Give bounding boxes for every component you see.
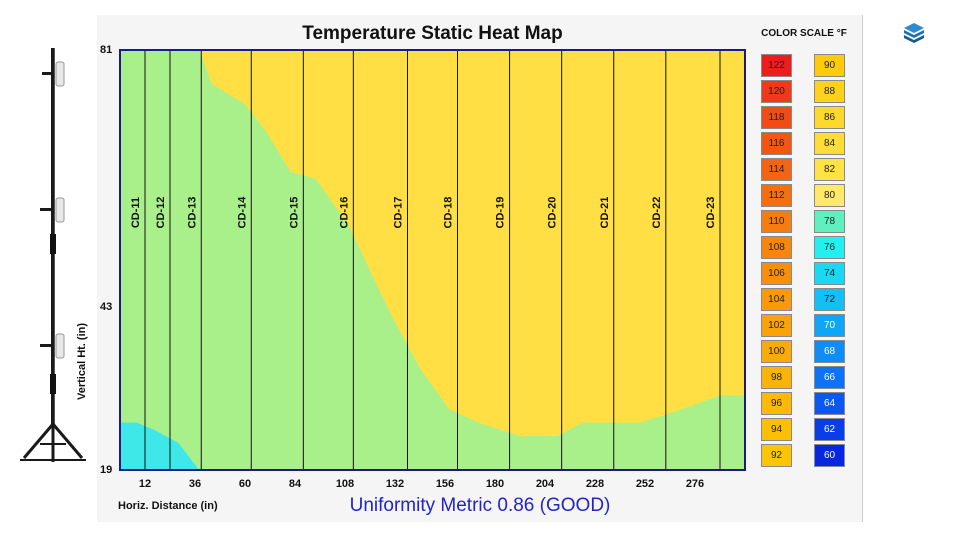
color-scale-swatch: 116 bbox=[761, 132, 792, 155]
uniformity-metric: Uniformity Metric 0.86 (GOOD) bbox=[349, 495, 611, 516]
sensor-label: CD-21 bbox=[599, 197, 611, 229]
brand-logo-icon bbox=[904, 23, 924, 43]
color-scale-swatch: 110 bbox=[761, 210, 792, 233]
x-tick-label: 84 bbox=[288, 478, 302, 490]
sensor-label: CD-18 bbox=[443, 197, 455, 229]
color-scale-swatch: 68 bbox=[814, 340, 845, 363]
sensor-label: CD-22 bbox=[651, 197, 663, 229]
color-scale-swatch: 62 bbox=[814, 418, 845, 441]
color-scale-swatch: 84 bbox=[814, 132, 845, 155]
color-scale-swatch: 86 bbox=[814, 106, 845, 129]
color-scale-swatch: 118 bbox=[761, 106, 792, 129]
color-scale-swatch: 104 bbox=[761, 288, 792, 311]
color-scale-swatch: 64 bbox=[814, 392, 845, 415]
color-scale-swatch: 96 bbox=[761, 392, 792, 415]
plot-border bbox=[119, 49, 746, 471]
color-scale-swatch: 102 bbox=[761, 314, 792, 337]
x-tick-label: 180 bbox=[485, 478, 505, 490]
heat-region-moderate bbox=[120, 50, 720, 470]
color-scale-swatch: 106 bbox=[761, 262, 792, 285]
color-scale-swatch: 72 bbox=[814, 288, 845, 311]
color-scale-swatch: 98 bbox=[761, 366, 792, 389]
sensor-tree-image bbox=[20, 48, 86, 462]
color-scale-swatch: 74 bbox=[814, 262, 845, 285]
color-scale-swatch: 108 bbox=[761, 236, 792, 259]
sensor-label: CD-15 bbox=[288, 197, 300, 229]
x-tick-label: 252 bbox=[635, 478, 655, 490]
x-axis-label: Horiz. Distance (in) bbox=[118, 500, 218, 512]
sensor-label: CD-23 bbox=[705, 197, 717, 229]
x-tick-label: 228 bbox=[585, 478, 605, 490]
color-scale-swatch: 92 bbox=[761, 444, 792, 467]
y-tick-label: 81 bbox=[100, 44, 113, 56]
y-tick-label: 19 bbox=[100, 464, 113, 476]
sensor-label: CD-19 bbox=[495, 197, 507, 229]
color-scale-swatch: 114 bbox=[761, 158, 792, 181]
x-tick-label: 204 bbox=[535, 478, 555, 490]
x-tick-label: 132 bbox=[385, 478, 405, 490]
chart-title: Temperature Static Heat Map bbox=[302, 23, 563, 44]
sensor-label: CD-17 bbox=[393, 197, 405, 229]
color-scale-swatch: 80 bbox=[814, 184, 845, 207]
sensor-label: CD-12 bbox=[155, 197, 167, 229]
color-scale-swatch: 94 bbox=[761, 418, 792, 441]
color-scale-swatch: 120 bbox=[761, 80, 792, 103]
color-scale-swatch: 100 bbox=[761, 340, 792, 363]
color-scale-swatch: 76 bbox=[814, 236, 845, 259]
sensor-label: CD-20 bbox=[547, 197, 559, 229]
sensor-label: CD-14 bbox=[236, 196, 248, 229]
color-scale-swatch: 78 bbox=[814, 210, 845, 233]
x-tick-label: 36 bbox=[188, 478, 202, 490]
color-scale-swatch: 66 bbox=[814, 366, 845, 389]
color-scale-title: COLOR SCALE °F bbox=[761, 28, 847, 39]
color-scale-swatch: 90 bbox=[814, 54, 845, 77]
color-scale-swatch: 88 bbox=[814, 80, 845, 103]
heat-region-cool bbox=[120, 422, 200, 470]
sensor-label: CD-13 bbox=[186, 197, 198, 229]
heat-region-moderate-edge bbox=[720, 395, 745, 470]
y-tick-label: 43 bbox=[100, 301, 113, 314]
x-tick-label: 276 bbox=[685, 478, 705, 490]
color-scale-swatch: 60 bbox=[814, 444, 845, 467]
x-tick-label: 108 bbox=[335, 478, 355, 490]
x-tick-label: 156 bbox=[435, 478, 455, 490]
y-axis-label: Vertical Ht. (in) bbox=[76, 322, 88, 400]
x-tick-label: 60 bbox=[238, 478, 252, 490]
x-tick-label: 12 bbox=[138, 478, 152, 490]
sensor-label: CD-16 bbox=[338, 197, 350, 229]
color-scale-swatch: 122 bbox=[761, 54, 792, 77]
color-scale-swatch: 82 bbox=[814, 158, 845, 181]
sensor-label: CD-11 bbox=[130, 197, 142, 228]
color-scale-swatch: 112 bbox=[761, 184, 792, 207]
color-scale-swatch: 70 bbox=[814, 314, 845, 337]
